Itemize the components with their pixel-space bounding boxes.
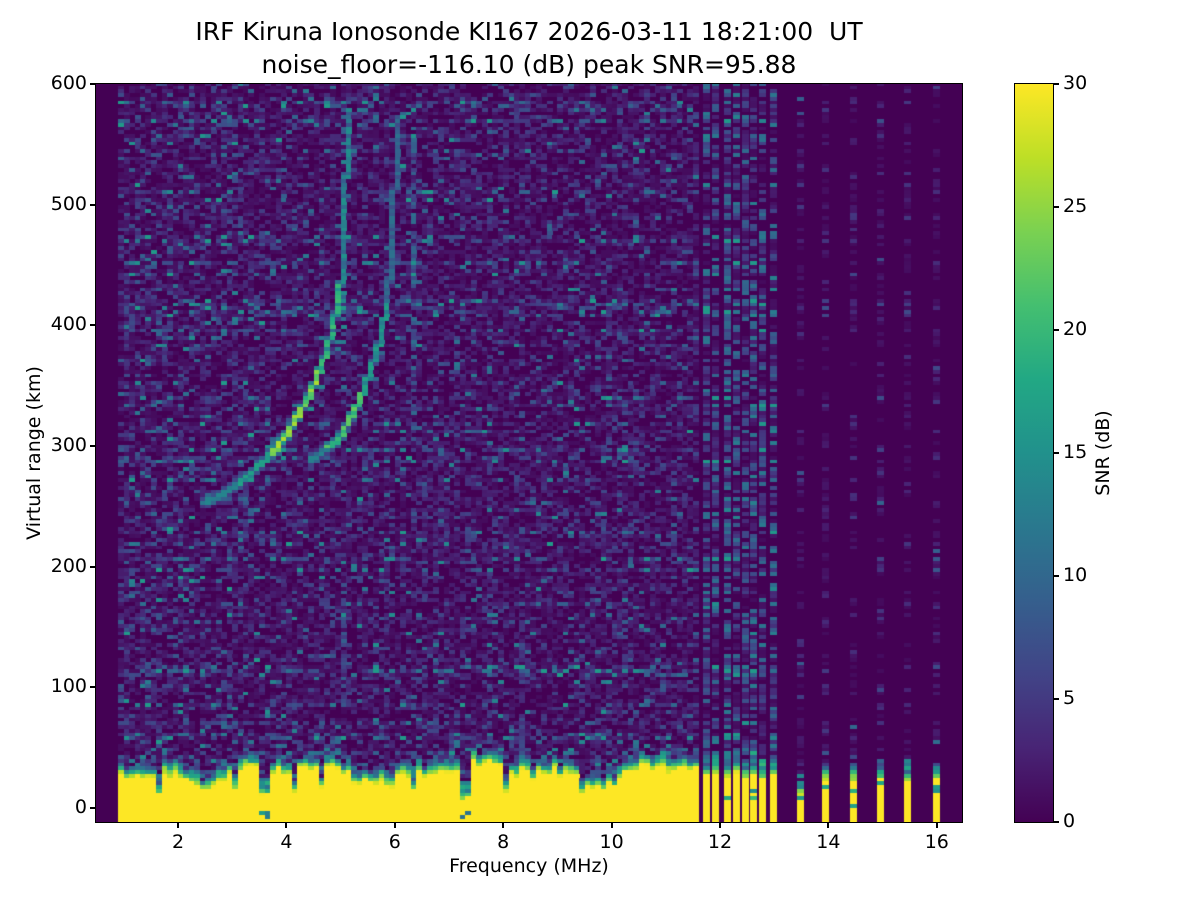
y-tick-label: 200	[50, 554, 87, 577]
x-tick-mark	[393, 823, 396, 828]
x-tick-mark	[177, 823, 179, 828]
colorbar-tick-mark	[1054, 329, 1059, 331]
x-tick-mark	[719, 823, 721, 828]
colorbar-tick-mark	[1054, 821, 1059, 823]
y-tick-mark	[90, 324, 95, 327]
colorbar	[1014, 83, 1054, 823]
colorbar-tick-label: 15	[1063, 441, 1088, 463]
x-tick-mark	[285, 823, 288, 828]
colorbar-tick-label: 25	[1063, 195, 1088, 217]
y-tick-label: 600	[50, 72, 87, 94]
x-tick-label: 4	[280, 831, 293, 853]
x-tick-label: 12	[707, 831, 733, 853]
x-tick-label: 6	[388, 831, 401, 853]
y-tick-mark	[90, 686, 95, 689]
x-tick-mark	[827, 823, 830, 828]
y-tick-label: 500	[50, 192, 87, 215]
x-axis-label: Frequency (MHz)	[449, 855, 609, 877]
ionogram-heatmap-canvas	[96, 84, 962, 822]
x-tick-label: 10	[599, 831, 624, 853]
colorbar-tick-mark	[1054, 698, 1059, 700]
colorbar-tick-mark	[1054, 83, 1059, 85]
y-tick-mark	[90, 565, 95, 568]
plot-title-line-1: IRF Kiruna Ionosonde KI167 2026-03-11 18…	[195, 17, 863, 46]
y-tick-label: 0	[74, 796, 87, 818]
plot-title-line-2: noise_floor=-116.10 (dB) peak SNR=95.88	[261, 50, 797, 79]
colorbar-tick-label: 0	[1063, 810, 1076, 832]
y-tick-label: 100	[50, 675, 87, 698]
y-tick-mark	[90, 203, 95, 206]
plot-area-frame	[95, 83, 963, 823]
x-tick-mark	[502, 823, 505, 828]
y-tick-mark	[90, 445, 95, 447]
colorbar-tick-label: 30	[1063, 72, 1088, 94]
y-tick-label: 300	[50, 434, 87, 456]
x-tick-label: 16	[924, 831, 949, 853]
x-tick-label: 8	[497, 831, 510, 853]
x-tick-mark	[935, 823, 938, 828]
y-tick-mark	[90, 83, 95, 85]
colorbar-label: SNR (dB)	[1092, 410, 1114, 496]
y-tick-mark	[90, 807, 95, 809]
x-tick-label: 14	[816, 831, 841, 853]
x-tick-label: 2	[171, 831, 185, 853]
y-tick-label: 400	[50, 313, 87, 336]
colorbar-tick-mark	[1054, 575, 1059, 577]
colorbar-tick-mark	[1054, 452, 1059, 454]
colorbar-tick-label: 20	[1063, 318, 1088, 340]
colorbar-tick-mark	[1054, 206, 1059, 208]
colorbar-tick-label: 5	[1063, 687, 1076, 709]
colorbar-tick-label: 10	[1063, 564, 1088, 586]
x-tick-mark	[610, 823, 613, 828]
